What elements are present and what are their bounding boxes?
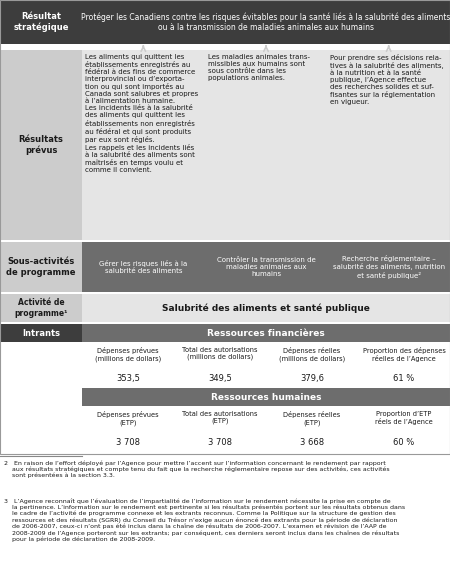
Bar — [327, 50, 450, 240]
Text: Contrôler la transmission de
maladies animales aux
humains: Contrôler la transmission de maladies an… — [216, 257, 315, 277]
Text: Salubrité des aliments et santé publique: Salubrité des aliments et santé publique — [162, 303, 370, 313]
Text: Résultats
prévus: Résultats prévus — [18, 135, 63, 155]
Text: 353,5: 353,5 — [116, 374, 140, 383]
Text: Ressources humaines: Ressources humaines — [211, 393, 321, 401]
Text: Résultat
stratégique: Résultat stratégique — [13, 12, 69, 32]
Text: Dépenses réelles
(ETP): Dépenses réelles (ETP) — [284, 411, 341, 425]
Text: Dépenses prévues
(millions de dollars): Dépenses prévues (millions de dollars) — [95, 347, 161, 362]
Text: Total des autorisations
(millions de dollars): Total des autorisations (millions de dol… — [182, 347, 258, 360]
Bar — [205, 242, 327, 292]
Text: Sous-activités
de programme: Sous-activités de programme — [6, 257, 76, 277]
Bar — [0, 324, 82, 342]
Bar — [82, 294, 450, 322]
Text: Proportion d’ETP
réels de l’Agence: Proportion d’ETP réels de l’Agence — [375, 411, 433, 425]
Text: Intrants: Intrants — [22, 329, 60, 338]
Bar — [0, 0, 450, 454]
Bar — [82, 388, 450, 406]
Text: Les maladies animales trans-
missibles aux humains sont
sous contrôle dans les
p: Les maladies animales trans- missibles a… — [207, 54, 310, 81]
Text: 60 %: 60 % — [393, 438, 414, 447]
Bar — [82, 324, 450, 342]
Text: 3 708: 3 708 — [116, 438, 140, 447]
Text: Dépenses réelles
(millions de dollars): Dépenses réelles (millions de dollars) — [279, 347, 345, 362]
Bar — [82, 242, 205, 292]
Bar — [82, 50, 205, 240]
Bar — [82, 0, 450, 44]
Text: Activité de
programme¹: Activité de programme¹ — [14, 298, 68, 318]
Bar — [205, 50, 327, 240]
Text: Ressources financières: Ressources financières — [207, 329, 325, 338]
Bar — [0, 294, 82, 322]
Text: 3   L’Agence reconnaît que l’évaluation de l’impartialité de l’information sur l: 3 L’Agence reconnaît que l’évaluation de… — [4, 498, 405, 542]
Text: Pour prendre ses décisions rela-
tives à la salubrité des aliments,
à la nutriti: Pour prendre ses décisions rela- tives à… — [330, 54, 444, 105]
Bar — [0, 50, 82, 240]
Text: Dépenses prévues
(ETP): Dépenses prévues (ETP) — [97, 411, 159, 425]
Text: 3 668: 3 668 — [300, 438, 324, 447]
Bar — [0, 242, 82, 292]
Text: Protéger les Canadiens contre les risques évitables pour la santé liés à la salu: Protéger les Canadiens contre les risque… — [81, 12, 450, 32]
Text: 379,6: 379,6 — [300, 374, 324, 383]
Bar — [327, 242, 450, 292]
Text: Les aliments qui quittent les
établissements enregistrés au
fédéral à des fins d: Les aliments qui quittent les établissem… — [85, 54, 198, 173]
Text: 3 708: 3 708 — [208, 438, 232, 447]
Text: Proportion des dépenses
réelles de l’Agence: Proportion des dépenses réelles de l’Age… — [363, 347, 446, 362]
Bar — [0, 0, 82, 44]
Text: Total des autorisations
(ETP): Total des autorisations (ETP) — [182, 411, 258, 425]
Text: 2   En raison de l’effort déployé par l’Agence pour mettre l’accent sur l’inform: 2 En raison de l’effort déployé par l’Ag… — [4, 460, 390, 479]
Text: Gérer les risques liés à la
salubrité des aliments: Gérer les risques liés à la salubrité de… — [99, 260, 188, 274]
Text: Recherche réglementaire –
salubrité des aliments, nutrition
et santé publique²: Recherche réglementaire – salubrité des … — [333, 255, 445, 278]
Text: 349,5: 349,5 — [208, 374, 232, 383]
Text: 61 %: 61 % — [393, 374, 414, 383]
